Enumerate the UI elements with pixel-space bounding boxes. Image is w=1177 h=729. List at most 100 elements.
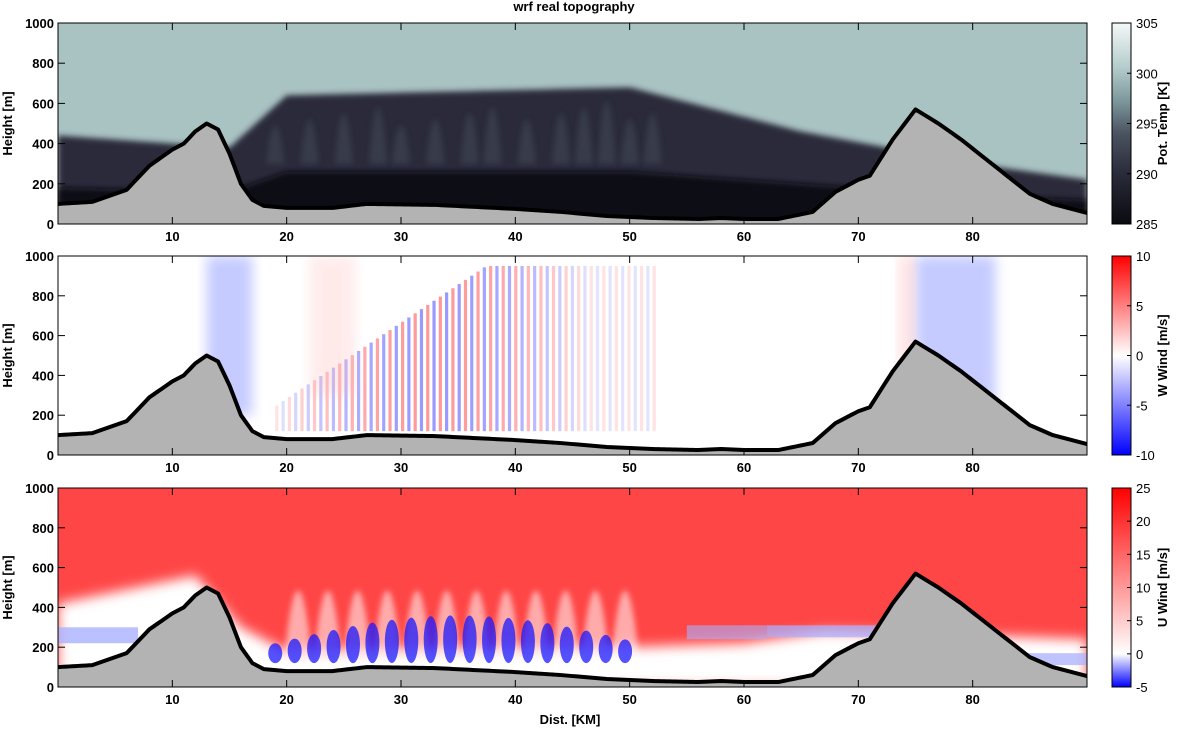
colorbar-tick-label: 10 — [1136, 249, 1150, 264]
updraft-band — [602, 265, 606, 432]
plot-frame — [57, 255, 1088, 456]
updraft-band — [445, 292, 449, 432]
reverse-flow-strip — [766, 625, 882, 638]
terrain-fill — [58, 341, 1087, 455]
colorbar-label: Pot. Temp [K] — [1155, 82, 1170, 166]
y-tick-label: 600 — [32, 561, 54, 576]
rotor-cell — [462, 615, 477, 664]
updraft-band — [401, 321, 405, 432]
x-tick-label: 50 — [622, 460, 636, 475]
colorbar-tick-label: 25 — [1136, 481, 1150, 496]
x-tick-label: 60 — [737, 229, 751, 244]
updraft-band — [375, 338, 380, 432]
updraft-band — [545, 265, 549, 432]
updraft-band — [287, 396, 292, 432]
rotor-cell — [618, 639, 633, 664]
x-tick-label: 50 — [622, 229, 636, 244]
x-tick-label: 30 — [394, 460, 408, 475]
colorbar-tick-label: -5 — [1136, 680, 1148, 695]
terrain-fill — [58, 573, 1087, 687]
y-tick-label: 800 — [32, 521, 54, 536]
y-axis-label: Height [m] — [0, 323, 15, 387]
x-tick-label: 60 — [737, 460, 751, 475]
updraft-band — [388, 330, 392, 432]
rotor-cell — [365, 622, 380, 664]
plot-frame — [57, 22, 1088, 225]
plot-area — [58, 256, 1087, 455]
updraft-haze — [309, 256, 356, 396]
updraft-band — [413, 313, 417, 432]
x-tick-label: 60 — [737, 692, 751, 707]
x-tick-label: 30 — [394, 692, 408, 707]
updraft-band — [614, 265, 619, 432]
rotor-cell — [540, 623, 555, 664]
colorbar-tick-label: 20 — [1136, 514, 1150, 529]
updraft-band — [300, 388, 304, 432]
wave-crest — [552, 113, 571, 164]
plot-frame — [57, 487, 1088, 688]
x-tick-label: 80 — [965, 692, 979, 707]
updraft-band — [639, 265, 644, 432]
reverse-flow-strip — [686, 625, 767, 640]
x-tick-label: 70 — [851, 692, 865, 707]
updraft-band — [457, 284, 461, 432]
panel-potential-temperature: 10 20 30 40 50 60 70 8002004006008001000Height … — [0, 16, 1170, 244]
wave-crest — [460, 113, 479, 164]
updraft-band — [633, 265, 637, 432]
updraft-band — [356, 350, 361, 432]
colorbar-tick-label: -5 — [1136, 398, 1148, 413]
colorbar-tick-label: 10 — [1136, 581, 1150, 596]
updraft-band — [319, 375, 323, 432]
rotor-cell — [268, 643, 283, 664]
y-tick-label: 0 — [47, 448, 54, 463]
updraft-band — [489, 265, 493, 432]
updraft-band — [275, 405, 279, 432]
updraft-band — [306, 384, 310, 432]
wave-crest — [300, 119, 319, 164]
reverse-flow-strip — [58, 627, 139, 644]
updraft-band — [501, 265, 505, 432]
colorbar-label: W Wind [m/s] — [1155, 314, 1170, 396]
y-tick-label: 400 — [32, 600, 54, 615]
updraft-band — [281, 401, 285, 432]
updraft-band — [539, 265, 543, 432]
x-tick-label: 20 — [279, 460, 293, 475]
colorbar-tick-label: 290 — [1136, 167, 1158, 182]
updraft-band — [338, 363, 342, 432]
updraft-band — [312, 380, 317, 432]
y-tick-label: 600 — [32, 329, 54, 344]
updraft-band — [407, 317, 411, 432]
x-tick-label: 40 — [508, 229, 522, 244]
x-tick-label: 80 — [965, 460, 979, 475]
updraft-band — [426, 304, 430, 432]
updraft-band — [463, 279, 468, 432]
terrain-outline — [58, 571, 1087, 685]
y-tick-label: 1000 — [25, 16, 54, 31]
wave-crest — [334, 113, 353, 164]
y-tick-label: 800 — [32, 289, 54, 304]
updraft-band — [325, 371, 329, 432]
updraft-band — [608, 265, 612, 432]
updraft-band — [382, 334, 386, 432]
plot-area — [58, 23, 1087, 224]
updraft-band — [570, 265, 574, 432]
rotor-cell — [287, 638, 302, 664]
terrain-outline — [58, 107, 1087, 221]
x-tick-label: 70 — [851, 460, 865, 475]
wave-crest — [369, 107, 388, 164]
updraft-band — [507, 265, 512, 432]
updraft-band — [533, 265, 537, 432]
y-tick-label: 1000 — [25, 481, 54, 496]
rotor-cell — [482, 616, 497, 664]
updraft-band — [520, 265, 524, 432]
updraft-band — [627, 265, 631, 432]
updraft-band — [438, 296, 442, 432]
y-tick-label: 800 — [32, 56, 54, 71]
y-tick-label: 600 — [32, 96, 54, 111]
figure-title: wrf real topography — [512, 0, 635, 14]
updraft-band — [577, 265, 581, 432]
updraft-band — [294, 392, 298, 432]
x-tick-label: 40 — [508, 460, 522, 475]
updraft-band — [451, 288, 455, 432]
